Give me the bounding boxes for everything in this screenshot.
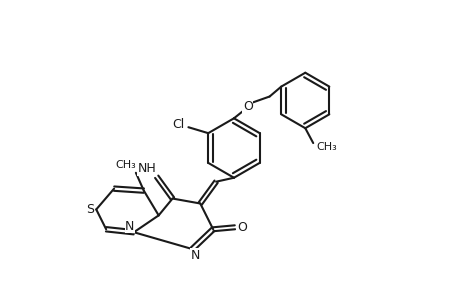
- Text: O: O: [242, 100, 252, 113]
- Text: O: O: [236, 221, 246, 234]
- Text: N: N: [190, 248, 200, 262]
- Text: NH: NH: [137, 162, 156, 175]
- Text: CH₃: CH₃: [316, 142, 337, 152]
- Text: CH₃: CH₃: [115, 160, 136, 170]
- Text: S: S: [86, 203, 94, 216]
- Text: Cl: Cl: [172, 118, 184, 131]
- Text: N: N: [125, 220, 134, 233]
